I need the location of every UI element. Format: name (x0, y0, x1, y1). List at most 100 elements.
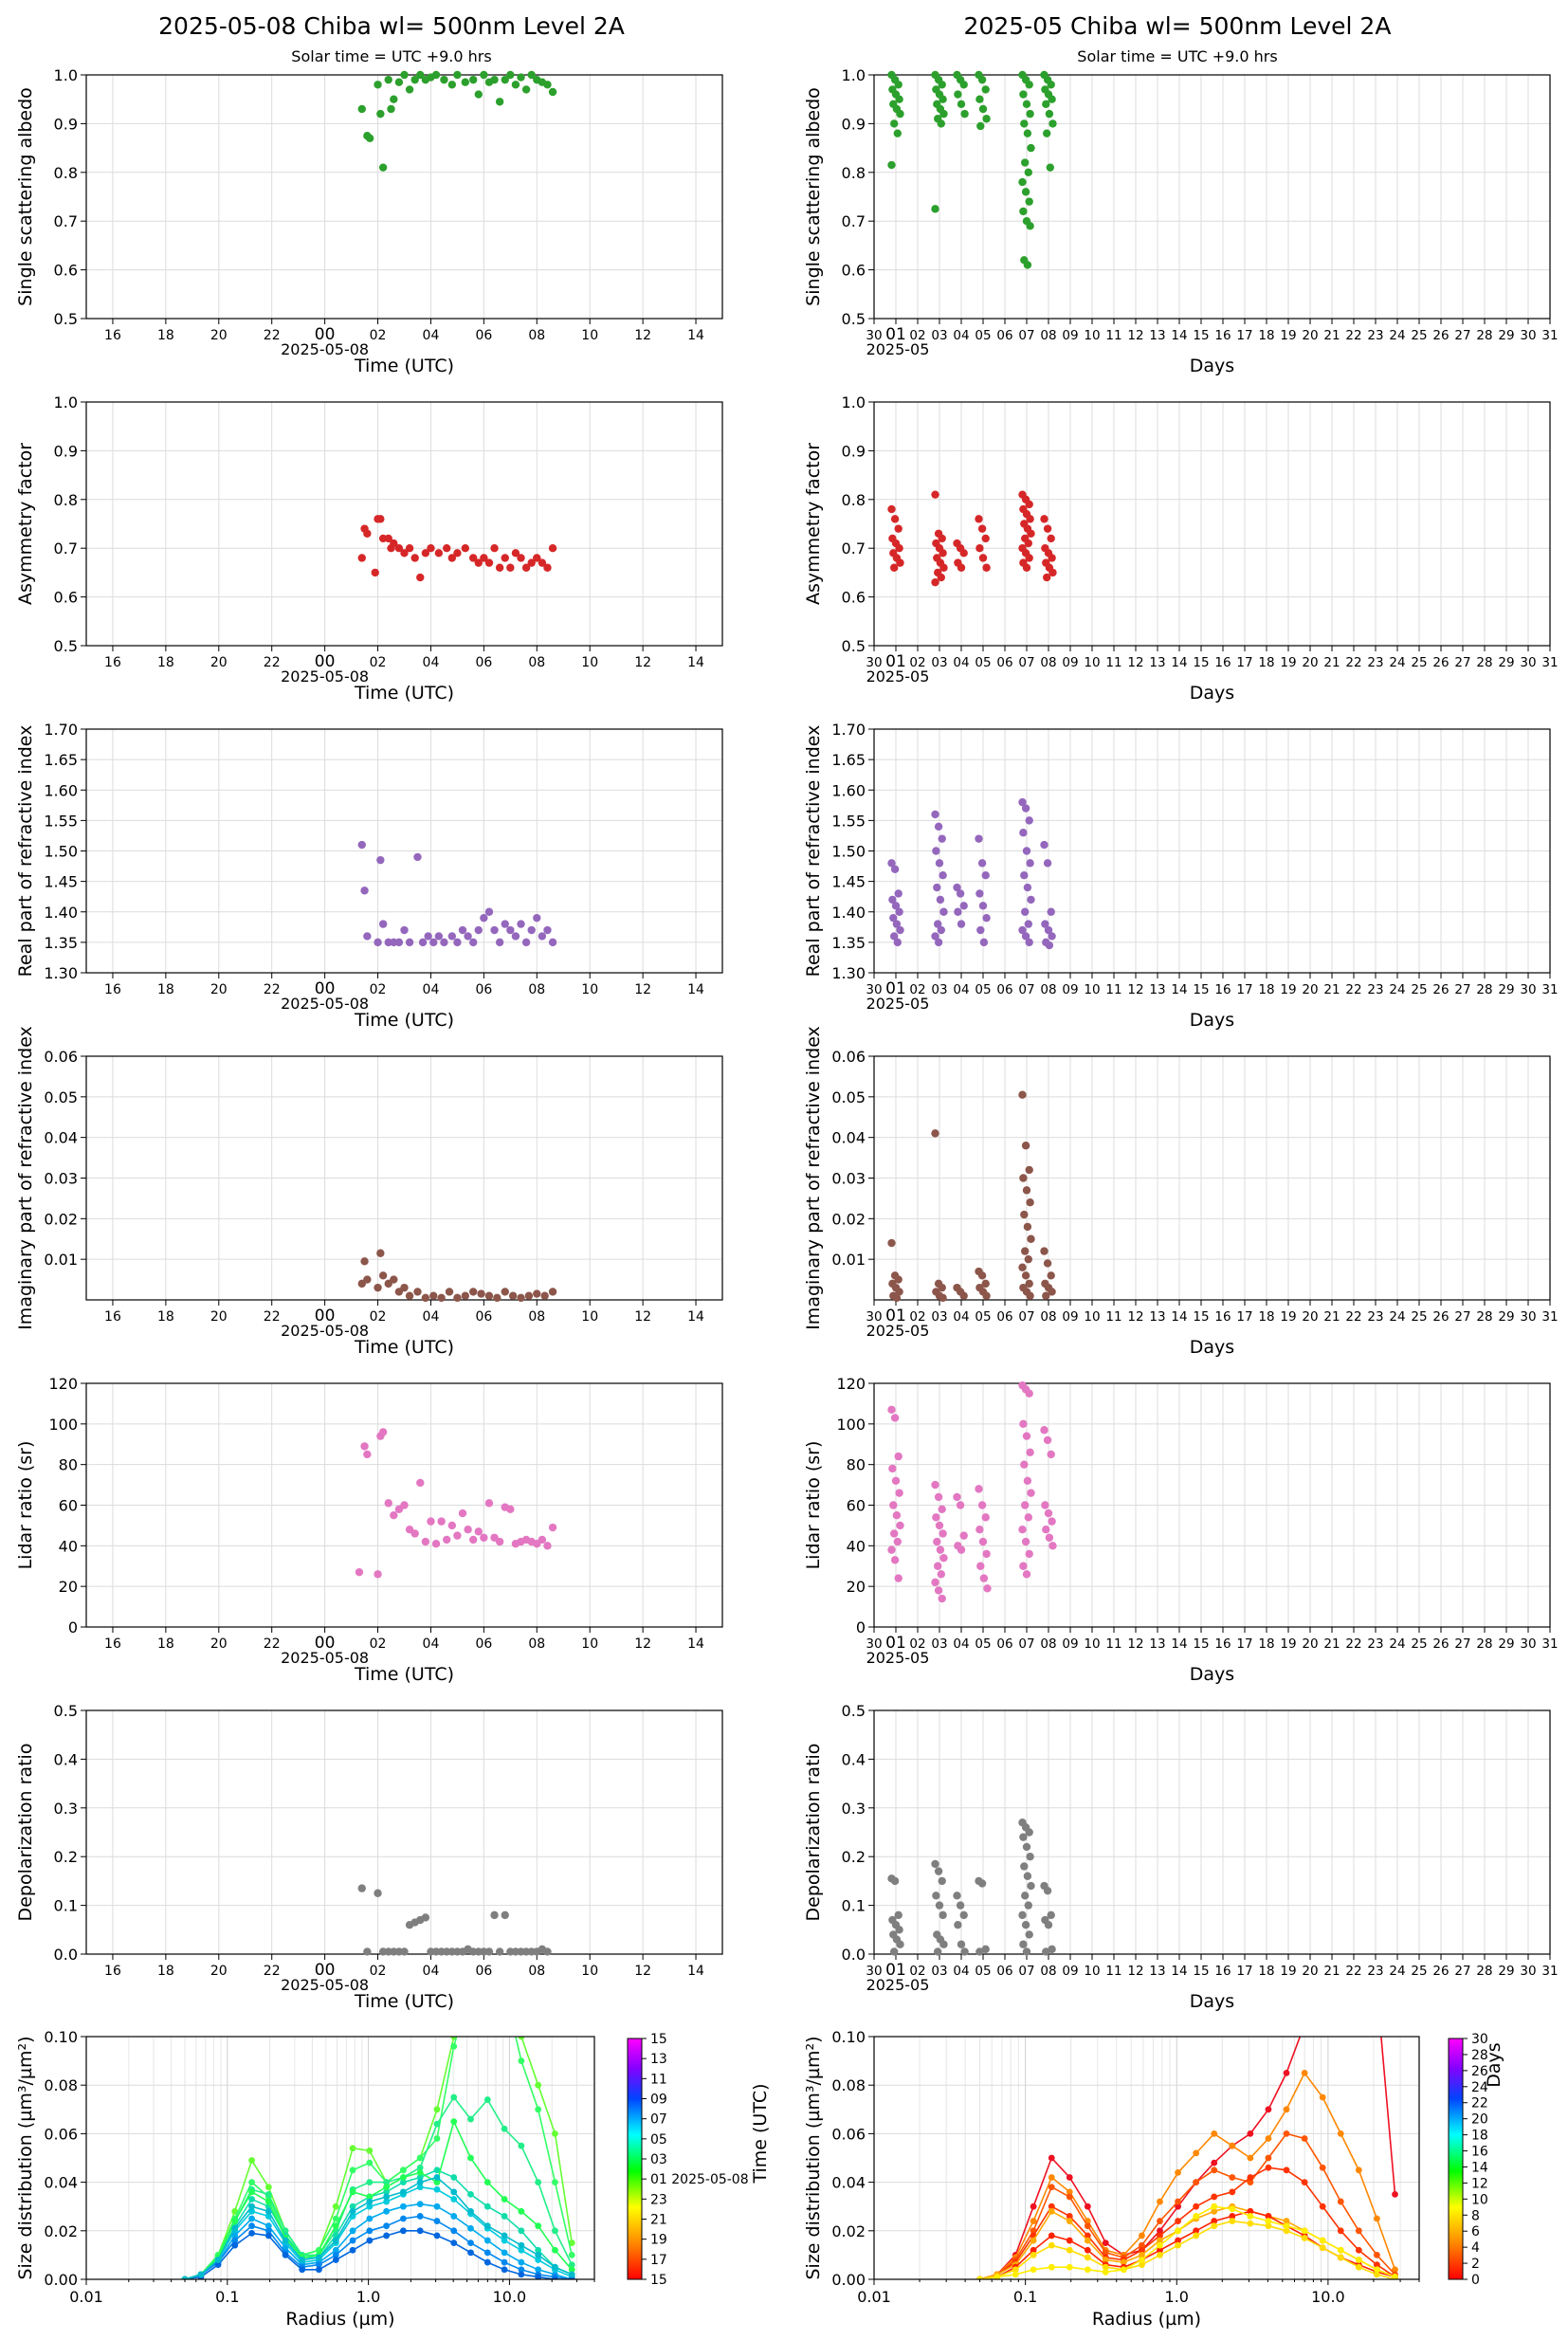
x-tick-label: 11 (1105, 982, 1121, 997)
series-point (231, 2232, 239, 2239)
x-tick-label: 11 (1105, 1636, 1121, 1652)
data-point (935, 859, 944, 868)
y-tick-label: 0.00 (831, 2271, 866, 2289)
data-point (548, 938, 557, 947)
data-point (1021, 158, 1030, 167)
x-tick-label: 30 (1520, 655, 1536, 670)
data-point (975, 95, 984, 103)
data-point (447, 81, 457, 89)
x-tick-label: 24 (1389, 1964, 1405, 1979)
data-point (453, 1531, 462, 1540)
series-point (1084, 2203, 1091, 2210)
series-point (1301, 2070, 1308, 2076)
series-point (1265, 2106, 1272, 2113)
x-tick-label: 13 (1149, 655, 1165, 670)
series-point (1066, 2174, 1073, 2181)
data-point (977, 859, 987, 868)
data-point (939, 1910, 947, 1920)
x-tick-label: 30 (866, 655, 882, 670)
data-point (976, 1562, 985, 1570)
series-point (399, 2166, 407, 2174)
series-point (383, 2222, 391, 2230)
x-tick-label: 20 (1302, 982, 1318, 997)
x-tick-label: 07 (1018, 1636, 1034, 1652)
series-point (1211, 2166, 1218, 2174)
data-point (934, 1947, 942, 1956)
data-point (939, 1293, 947, 1303)
x-tick-label: 27 (1454, 1636, 1470, 1652)
series-point (535, 2222, 542, 2230)
colorbar-tick-label: 15 (650, 2273, 667, 2288)
y-tick-label: 0.04 (44, 2174, 78, 2192)
x-tick-label: 09 (1062, 328, 1078, 343)
series-point (483, 2203, 491, 2210)
y-axis-label: Imaginary part of refractive index (15, 1026, 36, 1330)
data-point (1019, 90, 1028, 99)
x-tick-label: 18 (1258, 1309, 1274, 1325)
series-point (1283, 2218, 1290, 2224)
series-point (1048, 2207, 1055, 2215)
x-tick-label: 28 (1476, 328, 1492, 343)
panel-size_month: 0.01 0.1 1.0 10.0 Radius (µm) 0.00 0.02 0.04 0.0… (803, 2028, 1420, 2330)
data-point (890, 119, 899, 128)
series-point (1247, 2130, 1254, 2137)
x-tick-label: 04 (953, 655, 969, 670)
x-tick-label: 10 (1084, 982, 1100, 997)
data-point (1026, 1198, 1034, 1207)
data-point (1025, 1279, 1033, 1289)
y-tick-label: 0.7 (54, 212, 78, 230)
data-point (1048, 554, 1056, 562)
series-point (552, 2263, 558, 2271)
data-point (1027, 143, 1035, 153)
x-tick-label: 02 (909, 655, 925, 670)
axes-frame (873, 728, 1551, 974)
x-tick-label: 08 (1040, 1636, 1056, 1652)
y-tick-label: 1.40 (44, 904, 78, 922)
x-tick-label: 08 (528, 982, 545, 997)
colorbar-strip (627, 2038, 643, 2280)
x-tick-label: 18 (157, 1964, 174, 1979)
y-tick-label: 0.5 (54, 1702, 78, 1720)
y-tick-label: 1.70 (831, 721, 866, 739)
x-tick-label: 30 (1520, 1964, 1536, 1979)
y-tick-label: 1.0 (842, 393, 866, 411)
data-point (524, 1291, 534, 1300)
data-point (975, 1947, 984, 1956)
data-point (405, 1291, 414, 1300)
series-point (994, 2274, 1001, 2279)
data-point (521, 563, 531, 572)
y-tick-label: 1.35 (831, 934, 866, 952)
data-point (939, 907, 948, 916)
data-point (1020, 1862, 1029, 1871)
y-tick-label: 0.4 (54, 1750, 78, 1768)
x-tick-label: 0.01 (857, 2288, 891, 2306)
data-point (956, 1501, 965, 1509)
data-point (887, 1405, 896, 1415)
series-point (1157, 2246, 1163, 2254)
x-axis-label: Time (UTC) (354, 1337, 454, 1358)
data-point (490, 1910, 499, 1920)
data-point (410, 1529, 419, 1538)
data-point (953, 1492, 961, 1502)
axes-frame (873, 1055, 1551, 1301)
data-point (548, 544, 557, 553)
data-point (543, 925, 552, 935)
series-point (1102, 2263, 1109, 2271)
x-tick-label: 14 (687, 655, 704, 670)
series-point (1301, 2235, 1308, 2241)
data-point (357, 1884, 366, 1892)
axes-frame (873, 1709, 1551, 1955)
series-point (264, 2227, 272, 2235)
series-point (399, 2174, 407, 2181)
series-point (1012, 2271, 1019, 2278)
data-point (892, 1293, 902, 1303)
data-point (975, 889, 984, 898)
data-point (1026, 859, 1034, 868)
x-tick-label: 22 (264, 1636, 281, 1652)
x-tick-label: 14 (687, 328, 704, 343)
data-point (506, 70, 515, 80)
x-tick-label: 30 (1520, 1636, 1536, 1652)
x-tick-label: 29 (1498, 1636, 1514, 1652)
